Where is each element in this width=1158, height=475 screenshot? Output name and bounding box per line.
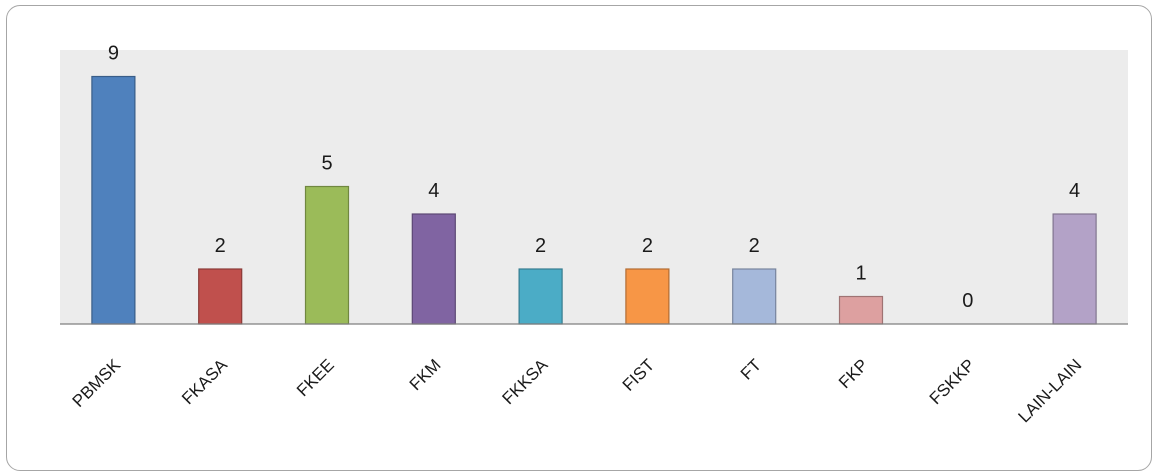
bar-fkasa xyxy=(198,268,243,325)
bars-layer xyxy=(91,75,1097,325)
data-label-lain-lain: 4 xyxy=(1069,180,1080,202)
x-tick-label-fkm: FKM xyxy=(406,355,445,394)
bar-fkee xyxy=(304,185,350,325)
data-label-fist: 2 xyxy=(642,235,653,257)
data-label-fkksa: 2 xyxy=(535,235,546,257)
bar-fkm xyxy=(411,213,456,325)
x-tick-label-fkasa: FKASA xyxy=(178,355,231,408)
data-label-fkee: 5 xyxy=(321,153,332,175)
data-label-fkm: 4 xyxy=(428,180,439,202)
x-tick-label-ft: FT xyxy=(737,355,765,383)
x-tick-label-pbmsk: PBMSK xyxy=(69,355,125,411)
bar-ft xyxy=(732,268,777,325)
x-tick-label-fkee: FKEE xyxy=(293,355,338,400)
x-tick-labels-layer: PBMSK FKASA FKEE FKM FKKSA FIST FT FKP FSKKP LAIN… xyxy=(69,355,1086,426)
x-tick-label-fkp: FKP xyxy=(835,355,872,392)
x-tick-label-lain-lain: LAIN-LAIN xyxy=(1015,355,1086,426)
bar-fist xyxy=(625,268,670,325)
bar-pbmsk xyxy=(91,75,136,325)
x-tick-label-fkksa: FKKSA xyxy=(499,355,552,408)
data-labels-layer: 9 2 5 4 2 2 2 1 0 4 xyxy=(108,43,1080,313)
bar-fkksa xyxy=(518,268,563,325)
bar-fkp xyxy=(838,295,884,325)
data-label-fkp: 1 xyxy=(855,263,866,285)
bar-lain-lain xyxy=(1052,213,1097,325)
x-tick-label-fskkp: FSKKP xyxy=(926,355,979,408)
data-label-fkasa: 2 xyxy=(215,235,226,257)
data-label-pbmsk: 9 xyxy=(108,43,119,65)
data-label-ft: 2 xyxy=(749,235,760,257)
x-tick-label-fist: FIST xyxy=(619,355,658,394)
data-label-fskkp: 0 xyxy=(962,290,973,312)
